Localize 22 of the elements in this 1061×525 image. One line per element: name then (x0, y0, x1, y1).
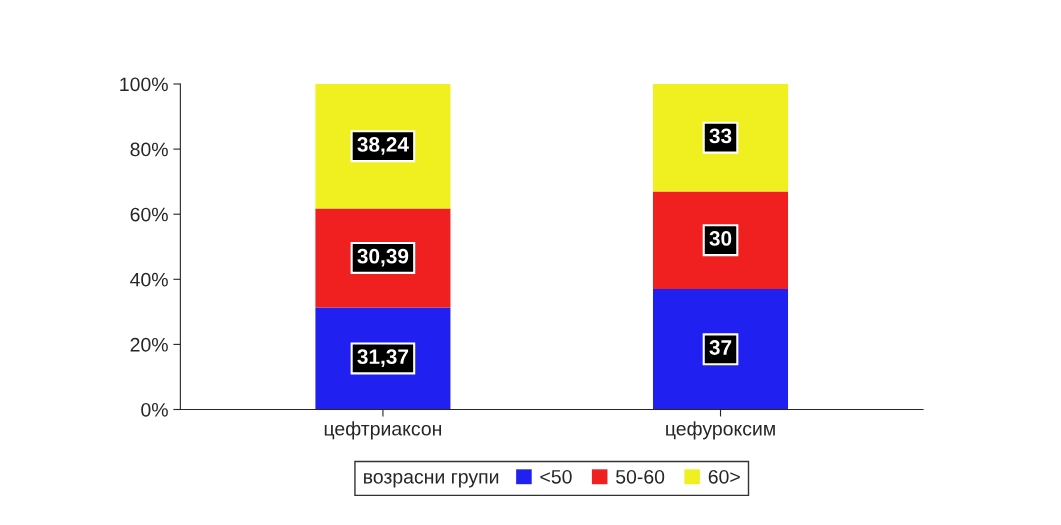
x-tick-label: цефтриаксон (324, 421, 442, 440)
y-tick-label: 40% (130, 272, 168, 287)
data-label: 37 (709, 340, 732, 355)
data-label: 33 (709, 128, 732, 144)
data-label: 30,39 (357, 248, 409, 267)
bar (653, 289, 789, 410)
y-tick-label: 100% (120, 77, 168, 92)
legend-label: <50 (540, 469, 572, 484)
y-tick-label: 80% (130, 142, 168, 157)
y-tick-label: 60% (130, 207, 168, 222)
x-tick-label: цефуроксим (666, 421, 775, 440)
data-label: 30 (709, 231, 732, 246)
legend-label: 60> (708, 469, 740, 484)
legend-label: 50-60 (616, 469, 665, 484)
data-label: 31,37 (357, 349, 409, 368)
bar (653, 84, 789, 192)
bar (653, 191, 789, 290)
y-tick-label: 20% (130, 337, 168, 352)
y-tick-label: 0% (141, 402, 168, 417)
bar (315, 84, 451, 209)
data-label: 38,24 (357, 137, 409, 155)
legend-title: возрасни групи (364, 472, 499, 488)
